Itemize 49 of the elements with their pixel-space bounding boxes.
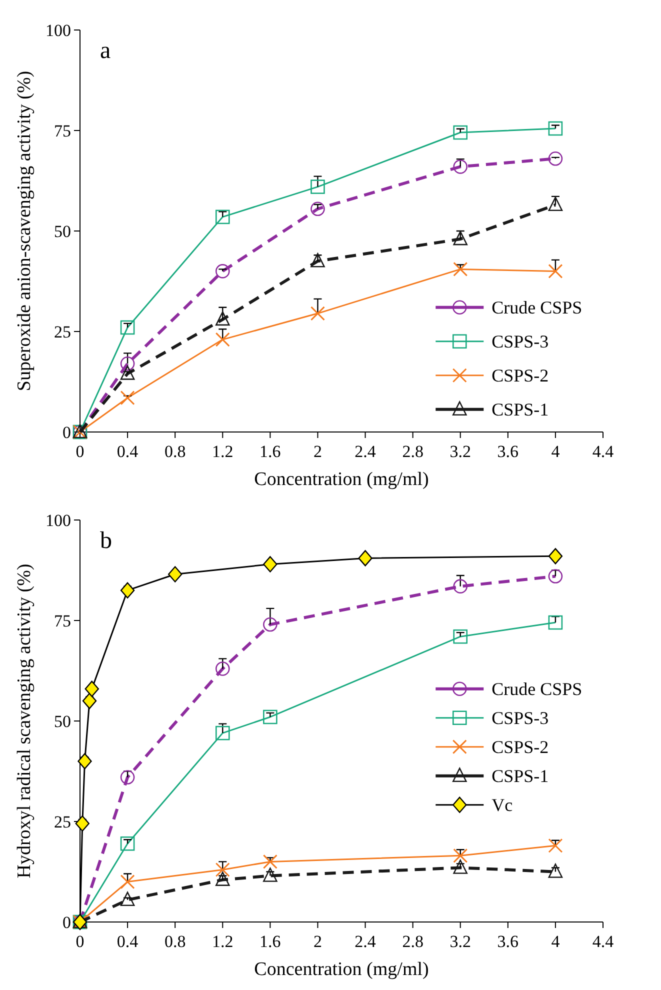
x-tick-label: 3.6 bbox=[497, 442, 519, 461]
x-tick-label: 0.8 bbox=[164, 932, 186, 951]
x-tick-label: 0.4 bbox=[116, 932, 139, 951]
y-tick-label: 100 bbox=[46, 511, 71, 530]
x-tick-label: 4.4 bbox=[592, 932, 614, 951]
x-tick-label: 4 bbox=[551, 442, 560, 461]
x-axis-title: Concentration (mg/ml) bbox=[254, 959, 429, 980]
y-tick-label: 100 bbox=[46, 21, 71, 40]
legend-label: CSPS-3 bbox=[492, 708, 549, 728]
x-tick-label: 2.8 bbox=[402, 932, 424, 951]
x-tick-label: 3.6 bbox=[497, 932, 519, 951]
x-tick-label: 1.6 bbox=[260, 442, 281, 461]
y-tick-label: 25 bbox=[54, 322, 71, 342]
y-tick-label: 0 bbox=[62, 423, 71, 442]
x-tick-label: 2.8 bbox=[402, 442, 424, 461]
x-tick-label: 2.4 bbox=[354, 932, 376, 951]
y-tick-label: 50 bbox=[54, 712, 71, 731]
legend-label: CSPS-1 bbox=[492, 766, 549, 786]
legend-label: Crude CSPS bbox=[492, 297, 582, 318]
x-tick-label: 0 bbox=[76, 442, 84, 461]
x-tick-label: 1.6 bbox=[260, 932, 281, 951]
annotation: b bbox=[100, 528, 112, 554]
x-tick-label: 2.4 bbox=[354, 442, 376, 461]
y-axis-title: Hydroxyl radical scavenging activity (%) bbox=[14, 564, 35, 878]
legend-label: Vc bbox=[492, 794, 513, 815]
annotation: a bbox=[100, 38, 111, 64]
legend-label: CSPS-2 bbox=[492, 736, 549, 757]
y-axis-title: Superoxide anion-scavenging activity (%) bbox=[14, 70, 35, 392]
x-tick-label: 0.4 bbox=[116, 442, 139, 461]
y-tick-label: 0 bbox=[62, 913, 71, 932]
y-tick-label: 75 bbox=[54, 122, 71, 140]
legend-label: CSPS-1 bbox=[492, 399, 549, 420]
x-tick-label: 2 bbox=[313, 442, 322, 461]
y-tick-label: 25 bbox=[54, 812, 71, 832]
x-tick-label: 1.2 bbox=[212, 932, 234, 951]
x-tick-label: 4 bbox=[551, 932, 560, 951]
legend-label: CSPS-3 bbox=[492, 331, 549, 352]
x-tick-label: 3.2 bbox=[450, 932, 471, 951]
x-tick-label: 4.4 bbox=[592, 442, 614, 461]
x-tick-label: 1.2 bbox=[212, 442, 234, 461]
x-tick-label: 0 bbox=[76, 932, 84, 951]
y-tick-label: 75 bbox=[54, 612, 71, 630]
legend-label: Crude CSPS bbox=[492, 678, 582, 699]
y-tick-label: 50 bbox=[54, 222, 71, 241]
legend-label: CSPS-2 bbox=[492, 365, 549, 386]
x-tick-label: 0.8 bbox=[164, 442, 186, 461]
x-tick-label: 2 bbox=[313, 932, 322, 951]
x-tick-label: 3.2 bbox=[450, 442, 471, 461]
x-axis-title: Concentration (mg/ml) bbox=[254, 469, 429, 490]
